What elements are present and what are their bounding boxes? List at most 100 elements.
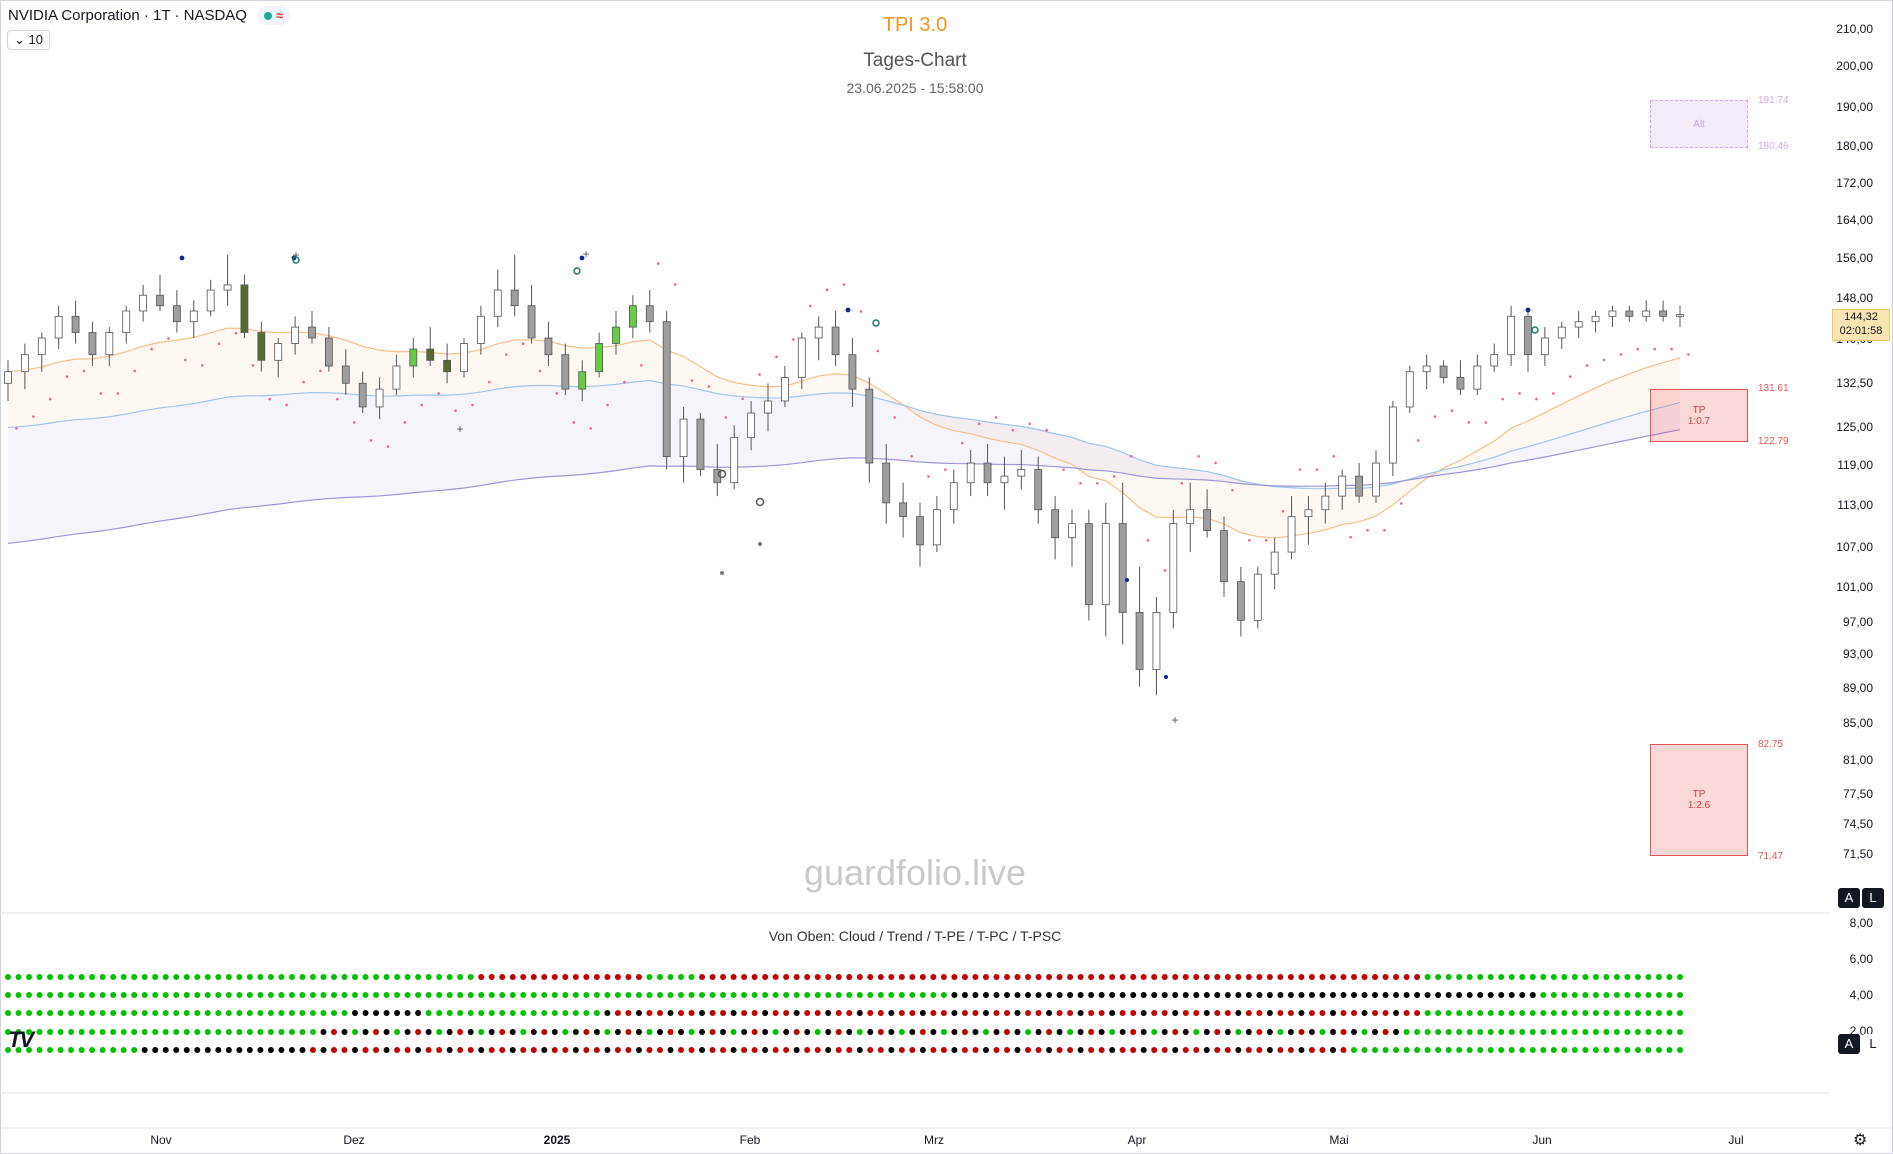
indicator-dot — [762, 974, 769, 980]
indicator-dot — [257, 1029, 264, 1035]
indicator-dot — [1277, 992, 1284, 998]
indicator-dot — [1319, 1047, 1326, 1053]
symbol-header[interactable]: NVIDIA Corporation · 1T · NASDAQ ≈ — [8, 6, 291, 25]
indicator-dot — [299, 1010, 306, 1016]
indicator-dot — [446, 992, 453, 998]
status-pill[interactable]: ≈ — [256, 6, 291, 25]
signal-dot — [179, 255, 185, 261]
signal-dot — [1125, 578, 1129, 582]
symbol-title[interactable]: NVIDIA Corporation · 1T · NASDAQ — [8, 7, 247, 24]
candle-body — [1287, 516, 1296, 553]
indicator-dot — [1361, 1047, 1368, 1053]
indicator-dot — [509, 1029, 516, 1035]
indicator-dot — [162, 1047, 169, 1053]
indicator-dot — [898, 992, 905, 998]
indicator-dot — [110, 1029, 117, 1035]
candle-body — [358, 382, 367, 408]
indicator-dot — [1456, 1047, 1463, 1053]
indicator-dot — [583, 1029, 590, 1035]
signal-dot — [579, 255, 585, 261]
settings-gear-icon[interactable]: ⚙ — [1853, 1132, 1868, 1149]
candle-body — [1253, 573, 1262, 621]
indicator-dot — [762, 992, 769, 998]
indicator-dot — [1361, 992, 1368, 998]
indicator-dot — [982, 1029, 989, 1035]
indicator-dot — [68, 1010, 75, 1016]
indicator-dot — [835, 992, 842, 998]
indicator-dot — [1508, 1010, 1515, 1016]
indicator-dot — [856, 1047, 863, 1053]
collapse-indicators-button[interactable]: ⌄ 10 — [7, 30, 50, 50]
candle-body — [1084, 523, 1093, 606]
indicator-dot — [1088, 1029, 1095, 1035]
indicator-dot — [646, 992, 653, 998]
indicator-dot — [625, 974, 632, 980]
candle-body — [409, 348, 418, 367]
indicator-dot — [341, 974, 348, 980]
trailing-stop-dot — [1163, 569, 1167, 572]
log-scale-button[interactable]: L — [1862, 888, 1884, 908]
indicator-dot — [1256, 992, 1263, 998]
indicator-dot — [804, 974, 811, 980]
ema-slow-line — [7, 429, 1681, 545]
indicator-dot — [1351, 992, 1358, 998]
alt-zone-label: Alt — [1693, 118, 1705, 130]
alt-zone: Alt — [1650, 100, 1748, 148]
indicator-dot — [1466, 974, 1473, 980]
trailing-stop-dot — [32, 415, 35, 418]
trailing-stop-dot — [454, 409, 457, 412]
indicator-dot — [215, 1029, 222, 1035]
indicator-dot — [888, 1010, 895, 1016]
indicator-dot — [1561, 1029, 1568, 1035]
indicator-dot — [15, 1010, 22, 1016]
indicator-dot — [793, 992, 800, 998]
indicator-dot — [509, 992, 516, 998]
indicator-dot — [572, 1010, 579, 1016]
indicator-dot — [1161, 992, 1168, 998]
indicator-dot — [1077, 974, 1084, 980]
indicator-dot — [36, 1029, 43, 1035]
trailing-stop-dot — [1670, 347, 1673, 351]
indicator-dot — [1266, 974, 1273, 980]
indicator-dot — [1582, 1029, 1589, 1035]
trailing-stop-dot — [65, 375, 69, 378]
indicator-dot — [1677, 974, 1683, 980]
indicator-dot — [877, 1047, 884, 1053]
price-tick: 172,00 — [1836, 176, 1873, 190]
indicator-dot — [1098, 974, 1105, 980]
indicator-dot — [499, 1047, 506, 1053]
candle-body — [780, 377, 789, 402]
signal-dot — [845, 307, 851, 313]
indicator-dot — [1634, 1047, 1641, 1053]
indicator-dot — [1624, 1010, 1631, 1016]
indicator-dot — [1109, 1047, 1116, 1053]
auto-scale-button[interactable]: A — [1838, 888, 1860, 908]
indicator-dot — [951, 974, 958, 980]
indicator-dot — [1414, 1029, 1421, 1035]
trailing-stop-dot — [1501, 397, 1504, 401]
indicator-dot — [257, 1010, 264, 1016]
indicator-dot — [919, 1029, 926, 1035]
indicator-dot — [68, 1029, 75, 1035]
indicator-dot — [562, 1010, 569, 1016]
trailing-stop-dot — [420, 403, 424, 407]
indicator-auto-scale-button[interactable]: A — [1838, 1034, 1860, 1054]
indicator-dot — [436, 992, 443, 998]
indicator-dot — [394, 1047, 401, 1053]
indicator-log-scale-button[interactable]: L — [1862, 1034, 1884, 1054]
indicator-dot — [751, 1010, 758, 1016]
indicator-dot — [1308, 1029, 1315, 1035]
indicator-dot — [541, 974, 548, 980]
indicator-dot — [730, 1047, 737, 1053]
indicator-dot — [1645, 1029, 1652, 1035]
indicator-dot — [1477, 1029, 1484, 1035]
indicator-dot — [593, 992, 600, 998]
indicator-dot — [919, 1010, 926, 1016]
tradingview-logo-icon[interactable]: TV — [8, 1027, 34, 1052]
indicator-dot — [320, 1010, 327, 1016]
indicator-dot — [520, 1010, 527, 1016]
indicator-dot — [330, 1047, 337, 1053]
indicator-title: TPI 3.0 — [882, 14, 948, 36]
indicator-dot — [856, 974, 863, 980]
